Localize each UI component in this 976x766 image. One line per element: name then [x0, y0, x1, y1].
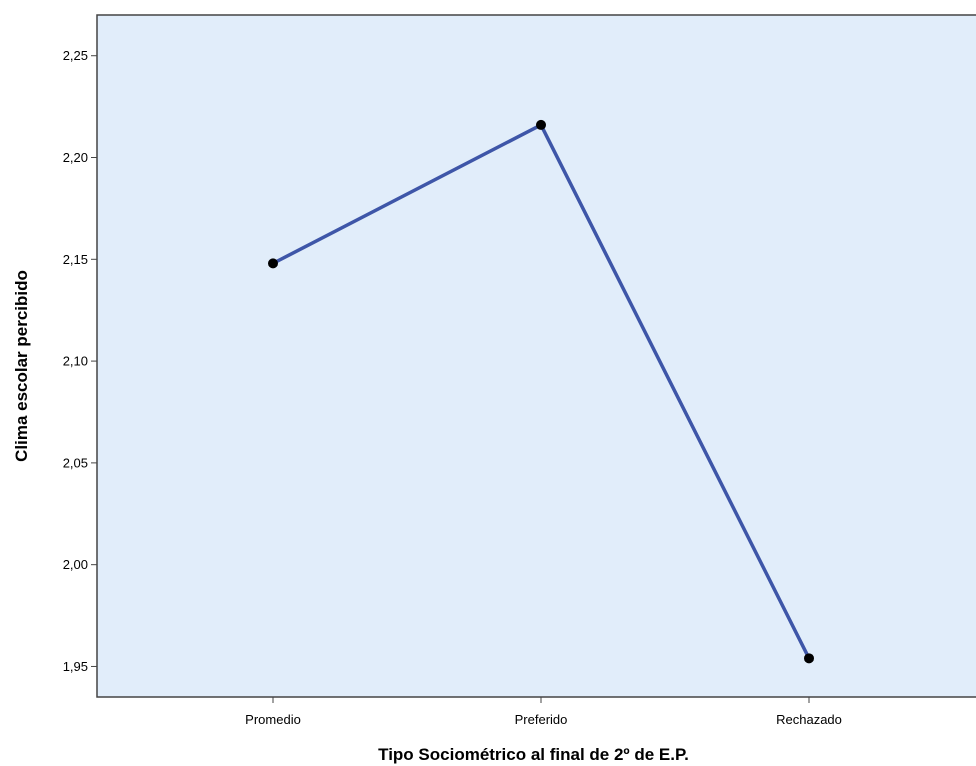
- x-axis: Promedio Preferido Rechazado: [245, 697, 842, 727]
- plot-area: [96, 14, 976, 698]
- y-tick-label: 2,05: [63, 455, 88, 470]
- y-tick-label: 2,00: [63, 557, 88, 572]
- y-axis: 1,95 2,00 2,05 2,10 2,15 2,20 2,25: [63, 48, 97, 674]
- series-layer: [268, 119, 814, 664]
- y-tick-label: 2,10: [63, 354, 88, 369]
- data-point: [268, 258, 278, 269]
- y-tick-label: 2,15: [63, 252, 88, 267]
- y-tick-label: 2,25: [63, 48, 88, 63]
- y-axis-title: Clima escolar percibido: [12, 270, 31, 462]
- x-tick-label: Rechazado: [776, 712, 842, 727]
- data-point: [536, 119, 546, 130]
- y-tick-label: 1,95: [63, 659, 88, 674]
- x-axis-title: Tipo Sociométrico al final de 2º de E.P.: [378, 745, 689, 764]
- x-tick-label: Preferido: [515, 712, 568, 727]
- x-tick-label: Promedio: [245, 712, 301, 727]
- data-point: [804, 653, 814, 664]
- y-tick-label: 2,20: [63, 150, 88, 165]
